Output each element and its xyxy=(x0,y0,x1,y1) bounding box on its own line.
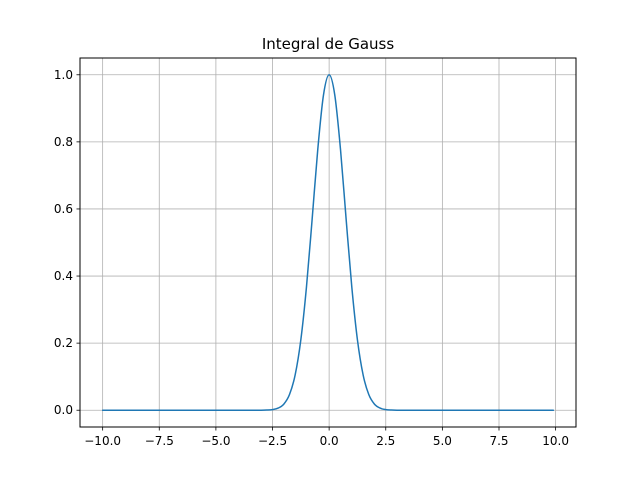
x-tick-label: 5.0 xyxy=(433,434,452,448)
x-tick-label: 7.5 xyxy=(489,434,508,448)
y-tick-label: 0.4 xyxy=(54,269,73,283)
grid xyxy=(80,58,576,427)
x-tick-label: 10.0 xyxy=(542,434,569,448)
chart-title: Integral de Gauss xyxy=(262,35,395,53)
y-tick-label: 0.6 xyxy=(54,202,73,216)
series-line xyxy=(101,74,555,411)
x-tick-label: −10.0 xyxy=(84,434,121,448)
x-tick-label: 0.0 xyxy=(320,434,339,448)
y-tick-label: 0.0 xyxy=(54,403,73,417)
x-tick-label: −5.0 xyxy=(201,434,230,448)
axes-frame xyxy=(79,57,577,428)
y-tick-label: 0.2 xyxy=(54,336,73,350)
ticks: −10.0 −7.5 −5.0 −2.5 0.0 2.5 5.0 7.5 10.0 0.0 0.2 0… xyxy=(54,68,569,448)
y-tick-label: 0.8 xyxy=(54,135,73,149)
y-tick-label: 1.0 xyxy=(54,68,73,82)
plot-area xyxy=(101,74,555,411)
x-tick-label: −7.5 xyxy=(145,434,174,448)
x-tick-label: −2.5 xyxy=(258,434,287,448)
x-tick-label: 2.5 xyxy=(376,434,395,448)
